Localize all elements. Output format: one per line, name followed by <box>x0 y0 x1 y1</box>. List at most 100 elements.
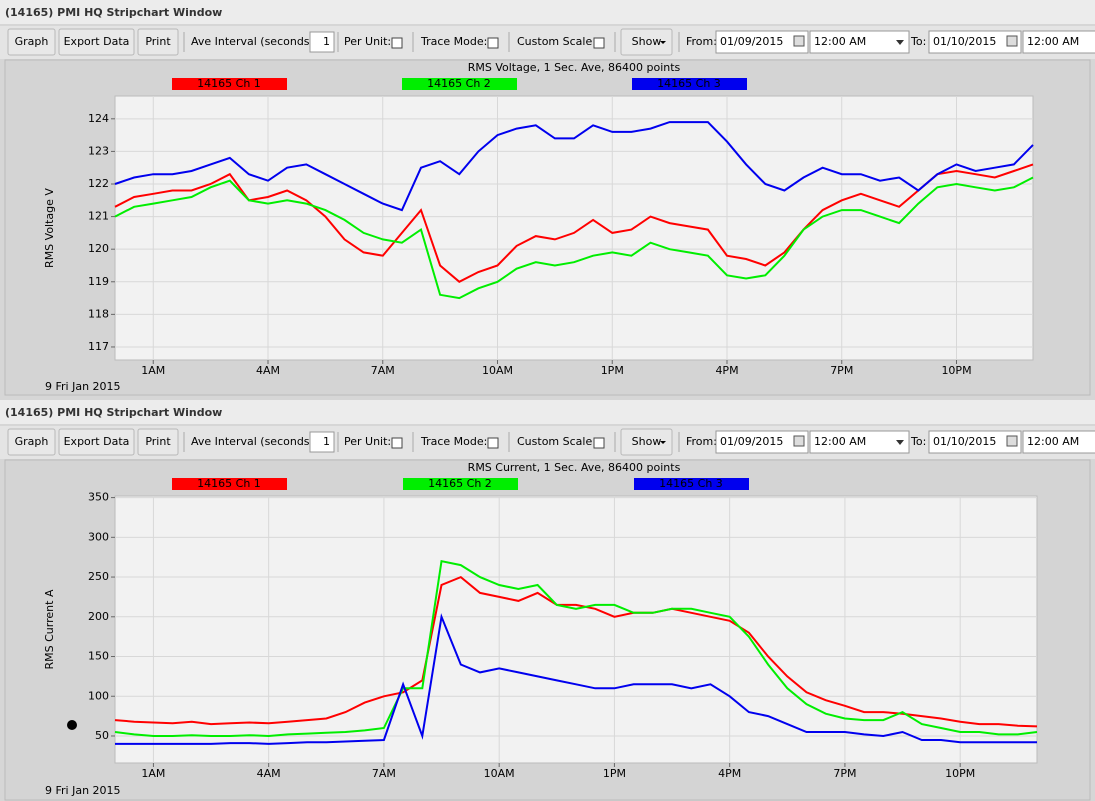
label: Custom Scale: <box>517 435 596 448</box>
button-label: Export Data <box>64 35 130 48</box>
field-value: 01/10/2015 <box>933 435 996 448</box>
button-label: Print <box>145 35 171 48</box>
field-value: 12:00 AM <box>1027 435 1079 448</box>
dropdown-arrow <box>660 41 666 44</box>
legend-swatch[interactable] <box>403 478 518 490</box>
x-tick-label: 7PM <box>830 364 853 377</box>
x-tick-label: 7PM <box>833 767 856 780</box>
calendar-icon[interactable] <box>793 435 805 447</box>
dropdown-arrow <box>660 441 666 444</box>
marker-dot <box>67 720 77 730</box>
field[interactable] <box>715 430 809 454</box>
legend-swatch[interactable] <box>632 78 747 90</box>
field[interactable] <box>928 430 1022 454</box>
label: Ave Interval (seconds) <box>191 35 314 48</box>
label: Ave Interval (seconds) <box>191 435 314 448</box>
plot-area <box>114 95 1034 361</box>
label: Trace Mode: <box>420 35 487 48</box>
checkbox[interactable] <box>487 37 499 49</box>
checkbox[interactable] <box>593 37 605 49</box>
calendar-icon[interactable] <box>1006 35 1018 47</box>
field[interactable] <box>1022 30 1095 54</box>
checkbox[interactable] <box>391 437 403 449</box>
input[interactable] <box>309 31 335 53</box>
dropdown-icon[interactable] <box>896 440 904 445</box>
field[interactable] <box>715 30 809 54</box>
button[interactable] <box>7 428 56 456</box>
input-value: 1 <box>323 435 330 448</box>
field[interactable] <box>809 430 910 454</box>
show-button[interactable] <box>620 28 673 56</box>
legend-swatch[interactable] <box>172 478 287 490</box>
label: Custom Scale: <box>517 35 596 48</box>
input[interactable] <box>309 431 335 453</box>
y-tick-label: 117 <box>88 340 109 353</box>
show-button[interactable] <box>620 428 673 456</box>
y-tick-label: 121 <box>88 210 109 223</box>
button[interactable] <box>7 28 56 56</box>
field[interactable] <box>1022 430 1095 454</box>
field-value: 12:00 AM <box>1027 35 1079 48</box>
button-label: Export Data <box>64 435 130 448</box>
x-tick-label: 10AM <box>484 767 515 780</box>
checkbox[interactable] <box>391 37 403 49</box>
legend-label: 14165 Ch 3 <box>659 477 723 490</box>
window-title: (14165) PMI HQ Stripchart Window <box>5 406 222 419</box>
y-tick-label: 118 <box>88 307 109 320</box>
legend-swatch[interactable] <box>172 78 287 90</box>
button-label: Graph <box>15 435 49 448</box>
dropdown-icon[interactable] <box>896 40 904 45</box>
calendar-icon[interactable] <box>1006 435 1018 447</box>
legend-swatch[interactable] <box>402 78 517 90</box>
show-button-label: Show <box>632 435 662 448</box>
button[interactable] <box>58 428 135 456</box>
button-label: Graph <box>15 35 49 48</box>
series-line <box>114 121 1034 212</box>
x-tick-label: 4AM <box>257 767 281 780</box>
series-line <box>114 575 1038 728</box>
series-line <box>114 560 1038 738</box>
legend-label: 14165 Ch 1 <box>197 77 261 90</box>
button[interactable] <box>137 28 179 56</box>
window: (14165) PMI HQ Stripchart Window Graph Exp… <box>0 0 1095 396</box>
button[interactable] <box>137 428 179 456</box>
legend-swatch[interactable] <box>634 478 749 490</box>
y-axis-label: RMS Voltage V <box>43 188 56 268</box>
x-tick-label: 4PM <box>718 767 741 780</box>
label: Per Unit: <box>344 35 391 48</box>
field-value: 01/09/2015 <box>720 35 783 48</box>
button-label: Print <box>145 435 171 448</box>
y-tick-label: 250 <box>88 570 109 583</box>
calendar-icon[interactable] <box>793 35 805 47</box>
title-bar <box>0 400 1095 424</box>
button[interactable] <box>58 28 135 56</box>
title-bar <box>0 0 1095 24</box>
x-tick-label: 4PM <box>715 364 738 377</box>
legend-label: 14165 Ch 2 <box>428 477 492 490</box>
show-button-label: Show <box>632 35 662 48</box>
label: Trace Mode: <box>420 435 487 448</box>
x-tick-label: 1AM <box>141 364 165 377</box>
x-tick-label: 10PM <box>941 364 971 377</box>
legend-label: 14165 Ch 1 <box>197 477 261 490</box>
chart-title: RMS Voltage, 1 Sec. Ave, 86400 points <box>468 61 681 74</box>
field[interactable] <box>928 30 1022 54</box>
y-tick-label: 120 <box>88 242 109 255</box>
x-tick-label: 4AM <box>256 364 280 377</box>
checkbox[interactable] <box>593 437 605 449</box>
x-tick-label: 10PM <box>945 767 975 780</box>
field-value: 12:00 AM <box>814 35 866 48</box>
date-label: 9 Fri Jan 2015 <box>45 380 121 393</box>
y-tick-label: 150 <box>88 650 109 663</box>
y-tick-label: 350 <box>88 491 109 504</box>
checkbox[interactable] <box>487 437 499 449</box>
y-tick-label: 100 <box>88 689 109 702</box>
label: To: <box>910 435 926 448</box>
field-value: 12:00 AM <box>814 435 866 448</box>
toolbar <box>0 26 1095 59</box>
x-tick-label: 1AM <box>141 767 165 780</box>
legend-label: 14165 Ch 3 <box>657 77 721 90</box>
field[interactable] <box>809 30 910 54</box>
y-tick-label: 300 <box>88 530 109 543</box>
